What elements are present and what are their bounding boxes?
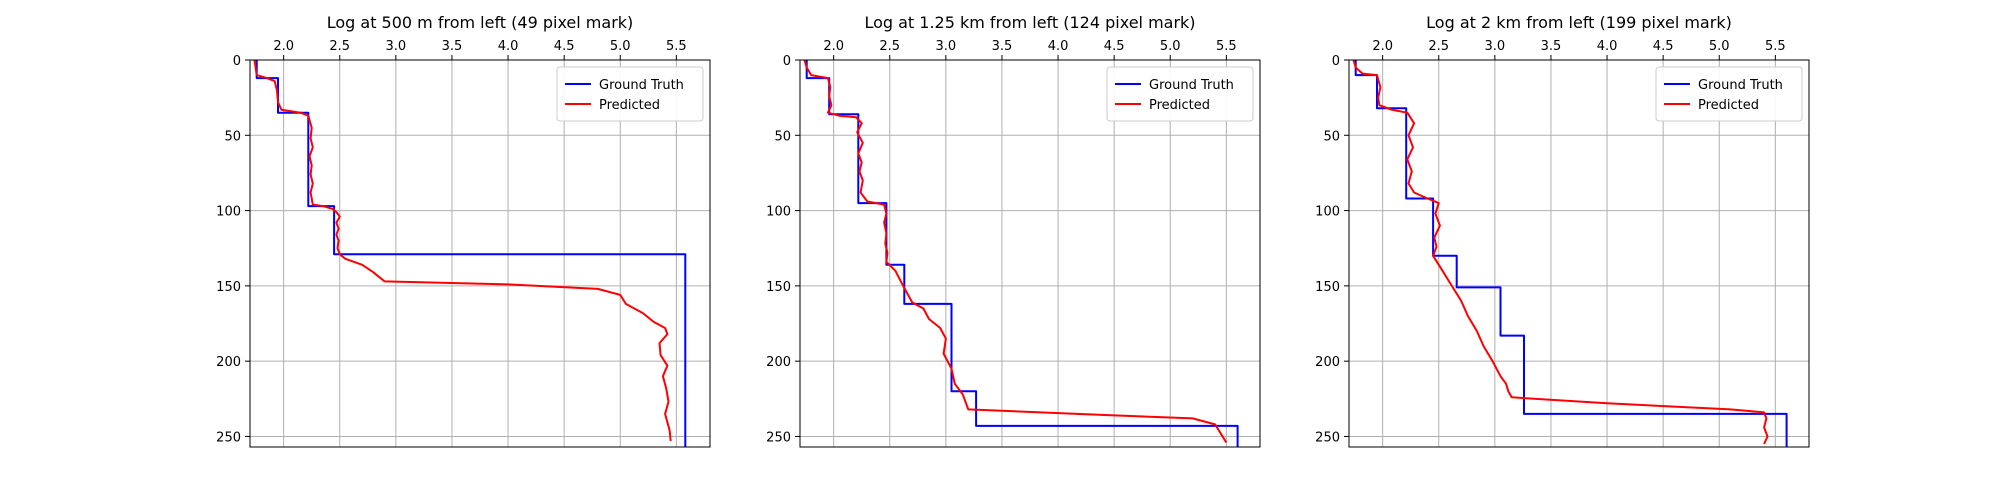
legend-label: Ground Truth	[1698, 78, 1783, 93]
legend: Ground Truth Predicted	[556, 66, 704, 122]
x-tick-label: 4.5	[1104, 39, 1125, 54]
series-line-ground-truth	[1354, 60, 1788, 447]
legend-label: Predicted	[1149, 98, 1210, 113]
x-tick-label: 4.0	[1048, 39, 1069, 54]
x-tick-label: 2.0	[1372, 39, 1393, 54]
y-tick-label: 50	[224, 129, 241, 144]
axes-frame	[799, 59, 1261, 448]
y-tick-label: 250	[766, 430, 791, 445]
x-tick-label: 2.5	[1428, 39, 1449, 54]
series-line-predicted	[803, 59, 1228, 444]
y-tick-label: 250	[216, 430, 241, 445]
x-tick-label: 2.0	[823, 39, 844, 54]
chart-title: Log at 500 m from left (49 pixel mark)	[327, 13, 634, 32]
y-tick-label: 250	[1315, 430, 1340, 445]
chart-title: Log at 1.25 km from left (124 pixel mark…	[864, 13, 1195, 32]
x-tick-label: 2.5	[879, 39, 900, 54]
x-tick-label: 3.0	[936, 39, 957, 54]
x-tick-label: 3.5	[442, 39, 463, 54]
y-tick-label: 0	[1332, 54, 1340, 69]
x-tick-label: 5.5	[1765, 39, 1786, 54]
x-tick-label: 5.0	[1160, 39, 1181, 54]
x-tick-label: 5.0	[610, 39, 631, 54]
y-tick-label: 100	[216, 205, 241, 220]
y-tick-label: 150	[216, 280, 241, 295]
legend-label: Ground Truth	[1149, 78, 1234, 93]
legend-label: Predicted	[599, 98, 660, 113]
y-tick-label: 200	[216, 355, 241, 370]
y-tick-label: 50	[774, 129, 791, 144]
x-tick-label: 3.0	[386, 39, 407, 54]
y-tick-label: 0	[233, 54, 241, 69]
y-tick-label: 150	[1315, 280, 1340, 295]
x-tick-label: 4.0	[498, 39, 519, 54]
y-tick-label: 50	[1323, 129, 1340, 144]
legend: Ground Truth Predicted	[1655, 66, 1803, 122]
series-line-predicted	[253, 59, 672, 442]
series-line-predicted	[1352, 59, 1769, 445]
legend-box	[1655, 66, 1803, 122]
y-tick-label: 200	[1315, 355, 1340, 370]
y-tick-label: 0	[783, 54, 791, 69]
x-tick-label: 2.5	[329, 39, 350, 54]
x-tick-label: 3.0	[1485, 39, 1506, 54]
legend: Ground Truth Predicted	[1106, 66, 1254, 122]
x-tick-label: 5.0	[1709, 39, 1730, 54]
x-tick-label: 5.5	[1216, 39, 1237, 54]
chart-title: Log at 2 km from left (199 pixel mark)	[1426, 13, 1732, 32]
chart-panel-2: 2.0 2.5 3.0 3.5 4.0 4.5 5.0 5.5 0 50 100 150 200 250 L…	[766, 13, 1261, 448]
x-tick-label: 4.5	[554, 39, 575, 54]
legend-label: Ground Truth	[599, 78, 684, 93]
y-tick-label: 150	[766, 280, 791, 295]
axes-frame	[249, 59, 711, 448]
chart-panel-1: 2.0 2.5 3.0 3.5 4.0 4.5 5.0 5.5 0 50 100 150 200 250 L…	[216, 13, 711, 448]
x-tick-label: 4.0	[1597, 39, 1618, 54]
y-tick-label: 100	[1315, 205, 1340, 220]
chart-panel-3: 2.0 2.5 3.0 3.5 4.0 4.5 5.0 5.5 0 50 100 150 200 250 L…	[1315, 13, 1810, 448]
axes-frame	[1348, 59, 1810, 448]
legend-box	[556, 66, 704, 122]
y-tick-label: 200	[766, 355, 791, 370]
x-tick-label: 5.5	[666, 39, 687, 54]
legend-box	[1106, 66, 1254, 122]
x-tick-label: 3.5	[992, 39, 1013, 54]
x-tick-label: 2.0	[273, 39, 294, 54]
y-tick-label: 100	[766, 205, 791, 220]
x-tick-label: 3.5	[1541, 39, 1562, 54]
x-tick-label: 4.5	[1653, 39, 1674, 54]
legend-label: Predicted	[1698, 98, 1759, 113]
